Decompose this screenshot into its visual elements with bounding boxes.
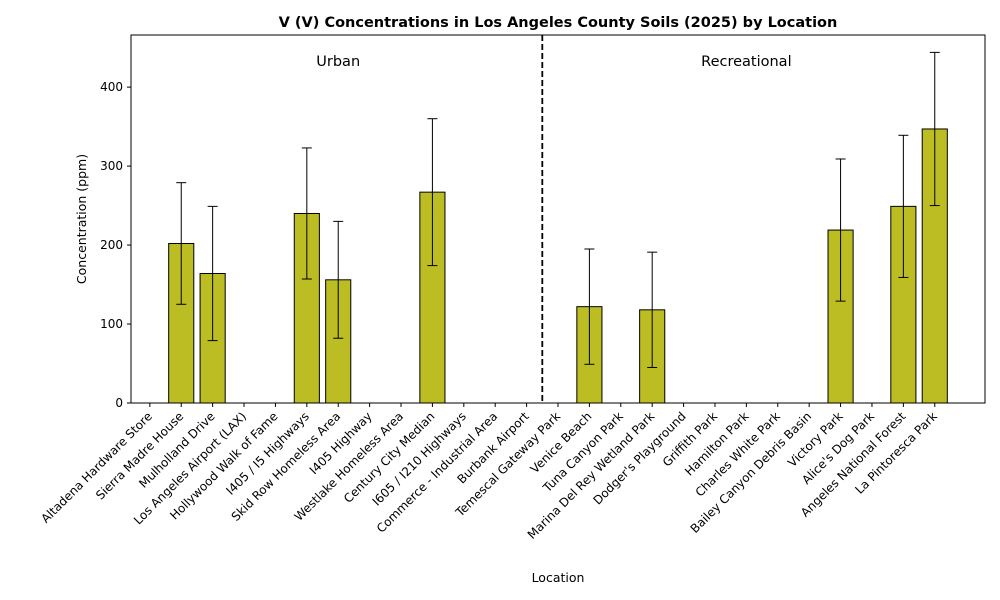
y-axis-label: Concentration (ppm) [74, 154, 89, 284]
y-tick-label: 200 [100, 238, 123, 252]
y-tick-label: 100 [100, 317, 123, 331]
region-label: Recreational [701, 54, 791, 70]
region-label: Urban [316, 54, 360, 70]
plot-frame [130, 34, 986, 404]
x-axis-label: Location [532, 570, 585, 585]
chart-title: V (V) Concentrations in Los Angeles Coun… [279, 15, 838, 31]
y-tick-label: 0 [115, 396, 123, 410]
y-tick-label: 300 [100, 159, 123, 173]
y-tick-label: 400 [100, 80, 123, 94]
